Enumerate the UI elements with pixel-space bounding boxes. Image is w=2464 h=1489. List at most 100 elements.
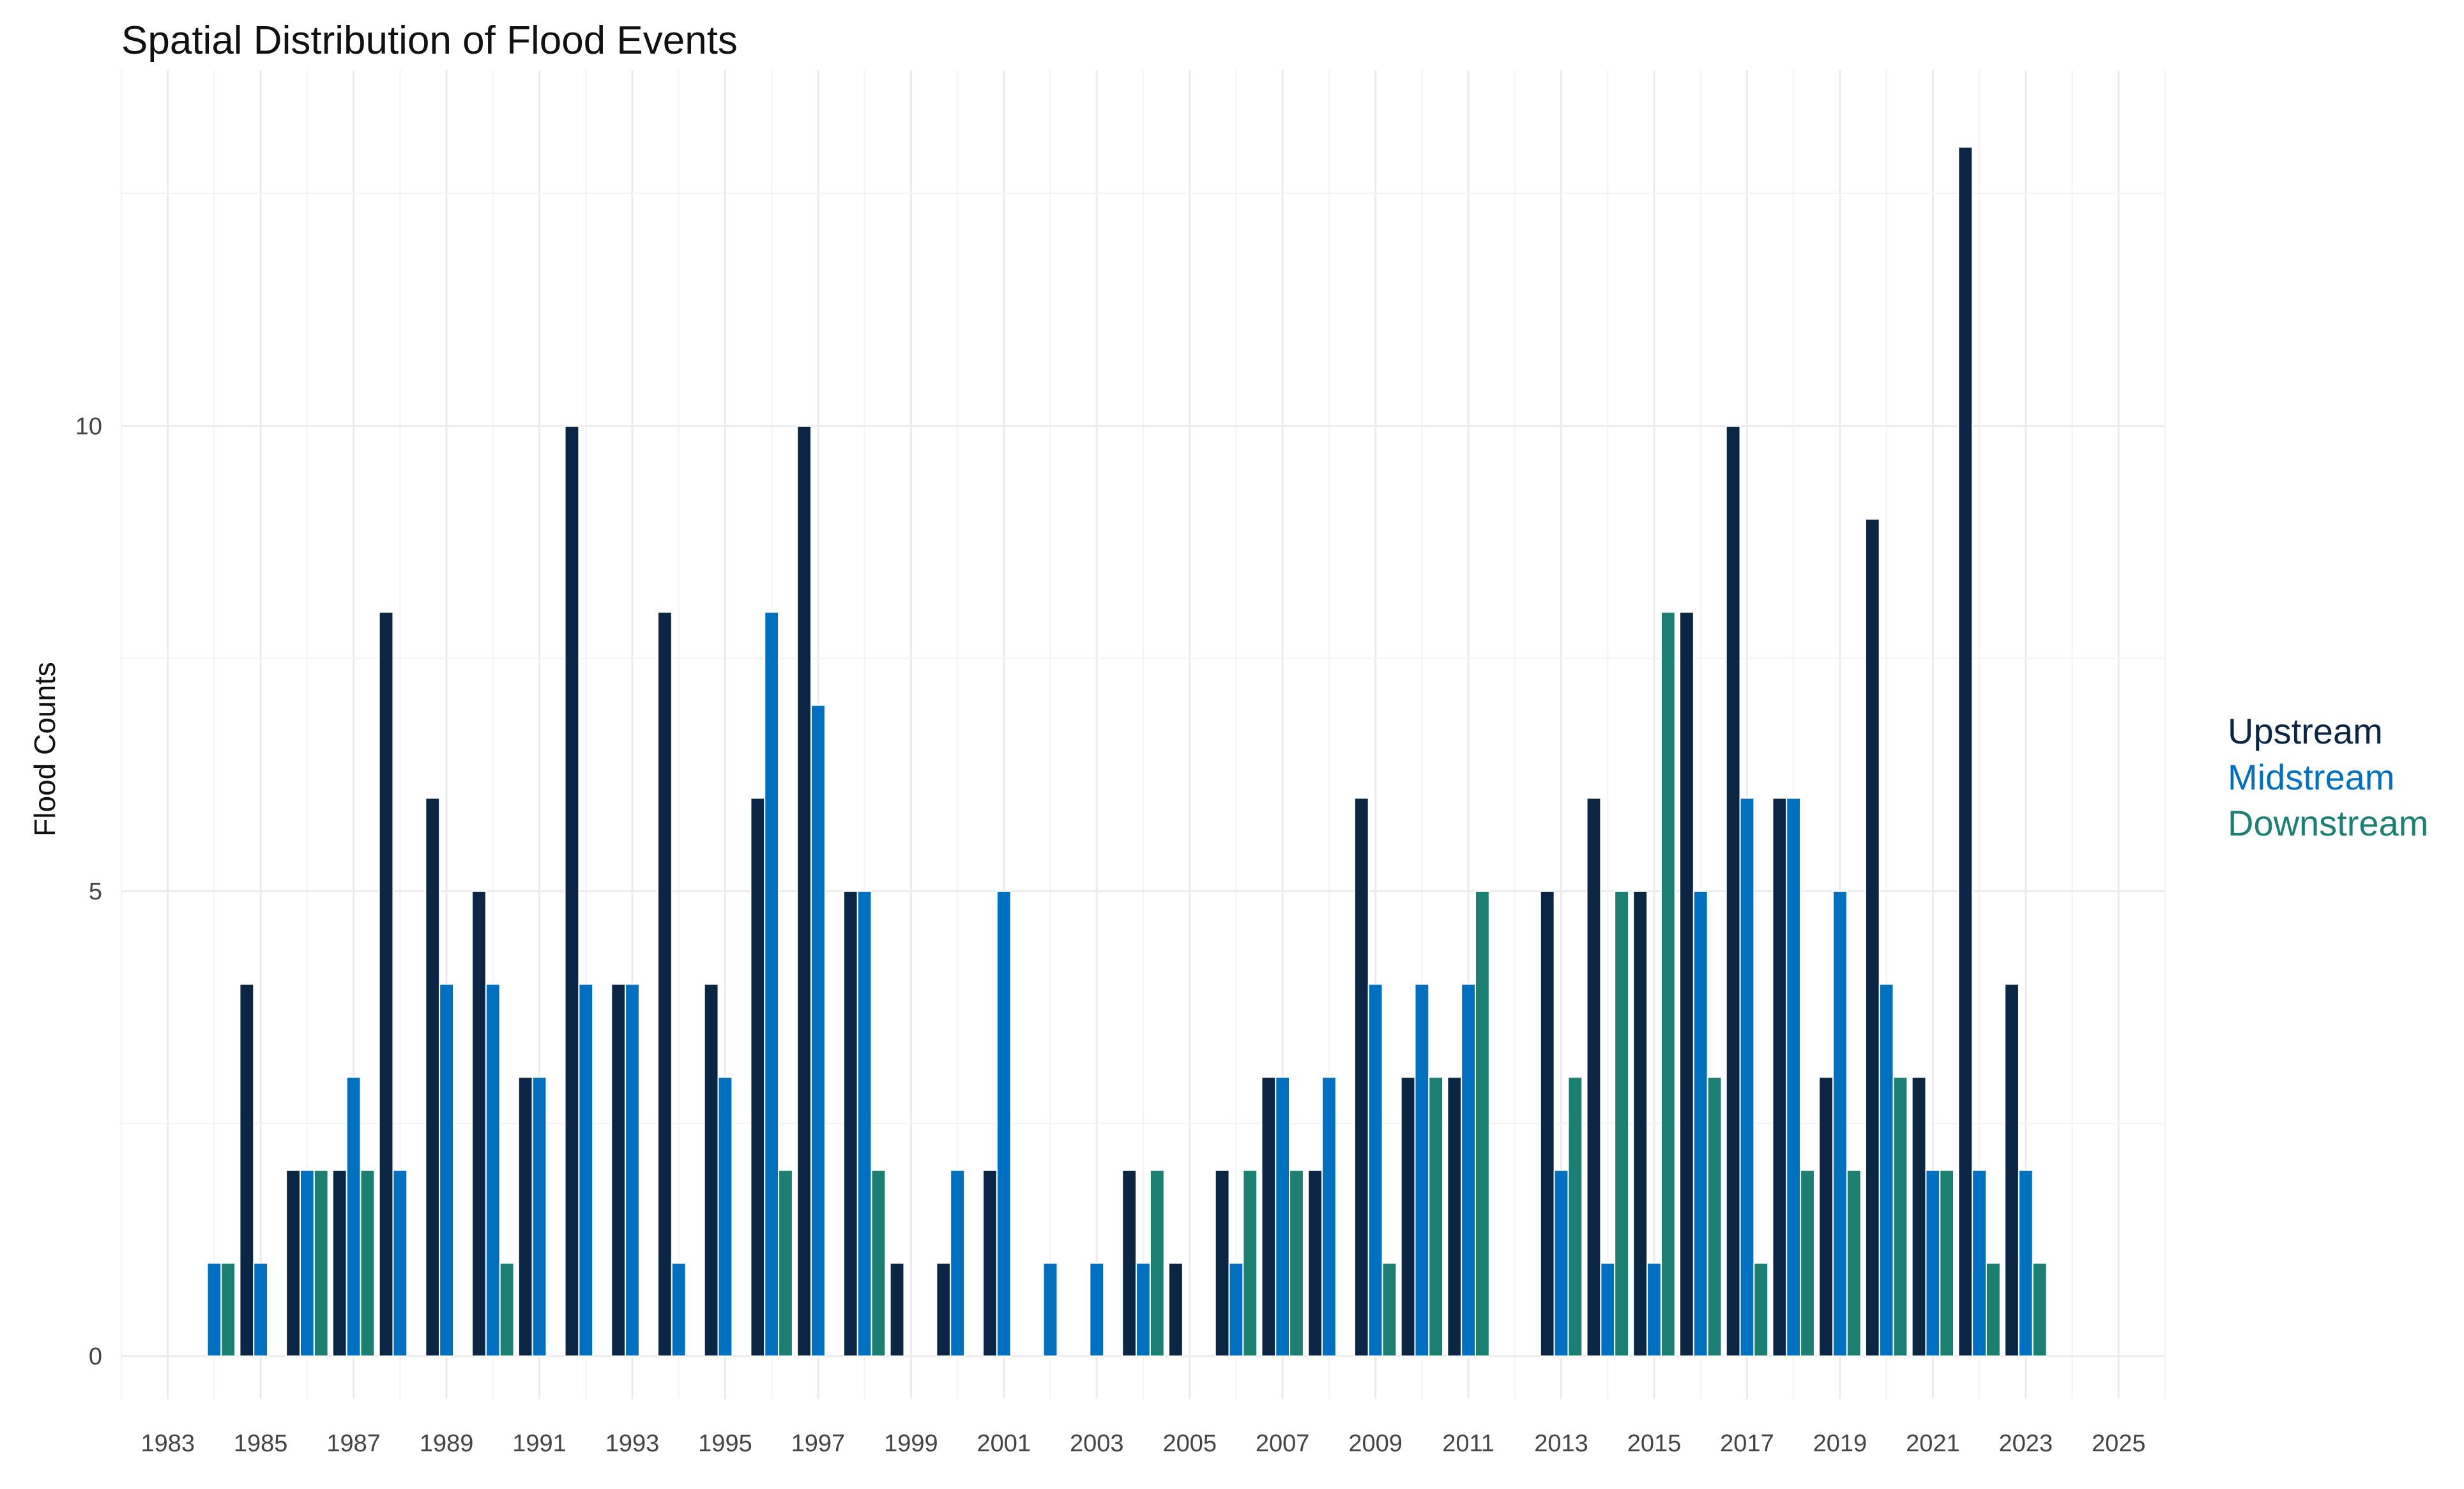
bar-midstream-2006	[1228, 1262, 1244, 1357]
y-tick-label: 10	[75, 413, 102, 440]
y-axis-ticks: 0 5 10	[75, 413, 102, 1370]
bar-upstream-2013	[1539, 890, 1555, 1357]
bar-upstream-2020	[1864, 518, 1880, 1357]
y-tick-label: 5	[89, 878, 102, 905]
x-tick-label: 2001	[977, 1430, 1031, 1457]
bar-midstream-2010	[1414, 983, 1430, 1357]
bar-downstream-2016	[1707, 1076, 1723, 1357]
bar-downstream-2007	[1289, 1169, 1304, 1357]
bar-midstream-2014	[1600, 1262, 1616, 1357]
bar-midstream-2022	[1972, 1169, 1988, 1357]
bar-midstream-2020	[1878, 983, 1894, 1357]
bar-upstream-2001	[982, 1169, 998, 1357]
x-tick-label: 2017	[1720, 1430, 1774, 1457]
bar-upstream-2005	[1168, 1262, 1183, 1357]
x-axis-ticks: 1983 1985 1987 1989 1991 1993 1995 1997 1999 2001…	[141, 1430, 2145, 1457]
bar-upstream-1999	[889, 1262, 905, 1357]
bar-upstream-1992	[564, 425, 580, 1357]
x-tick-label: 2025	[2092, 1430, 2146, 1457]
bar-upstream-1987	[331, 1169, 347, 1357]
bar-midstream-2008	[1321, 1076, 1337, 1357]
bar-upstream-1985	[239, 983, 255, 1357]
x-tick-label: 1997	[791, 1430, 846, 1457]
bar-midstream-2000	[950, 1169, 965, 1357]
bar-upstream-2007	[1261, 1076, 1277, 1357]
bar-upstream-1991	[517, 1076, 533, 1357]
bar-downstream-2021	[1939, 1169, 1955, 1357]
bar-midstream-1998	[856, 890, 872, 1357]
bar-midstream-2021	[1925, 1169, 1941, 1357]
bar-midstream-2003	[1089, 1262, 1105, 1357]
x-tick-label: 2019	[1813, 1430, 1867, 1457]
bar-upstream-2004	[1122, 1169, 1137, 1357]
bar-midstream-2011	[1461, 983, 1477, 1357]
bar-midstream-1992	[578, 983, 594, 1357]
bar-downstream-2015	[1660, 611, 1676, 1357]
bar-midstream-2016	[1692, 890, 1708, 1357]
bar-midstream-2018	[1786, 797, 1802, 1357]
bar-upstream-2016	[1679, 611, 1694, 1357]
legend-upstream: Upstream	[2228, 711, 2383, 751]
bar-midstream-1988	[392, 1169, 408, 1357]
bar-upstream-2011	[1447, 1076, 1463, 1357]
x-tick-label: 1985	[234, 1430, 288, 1457]
bar-downstream-2004	[1149, 1169, 1165, 1357]
bar-upstream-2000	[936, 1262, 952, 1357]
x-tick-label: 2023	[1999, 1430, 2053, 1457]
bar-downstream-2013	[1567, 1076, 1583, 1357]
bar-midstream-1995	[717, 1076, 733, 1357]
bar-downstream-2020	[1892, 1076, 1908, 1357]
x-tick-label: 2015	[1627, 1430, 1682, 1457]
bar-midstream-1994	[671, 1262, 687, 1357]
bar-upstream-2017	[1725, 425, 1741, 1357]
legend: Upstream Midstream Downstream	[2228, 711, 2428, 843]
x-tick-label: 2005	[1162, 1430, 1217, 1457]
bar-midstream-1993	[625, 983, 640, 1357]
bars	[206, 146, 2048, 1357]
x-tick-label: 2021	[1906, 1430, 1960, 1457]
bar-upstream-2019	[1818, 1076, 1834, 1357]
bar-upstream-2006	[1214, 1169, 1230, 1357]
bar-downstream-2018	[1800, 1169, 1815, 1357]
bar-midstream-1989	[439, 983, 455, 1357]
bar-downstream-2006	[1242, 1169, 1258, 1357]
bar-downstream-2019	[1846, 1169, 1862, 1357]
bar-midstream-2023	[2018, 1169, 2034, 1357]
bar-upstream-2022	[1958, 146, 1973, 1357]
bar-midstream-1984	[206, 1262, 222, 1357]
legend-downstream: Downstream	[2228, 803, 2428, 843]
bar-upstream-1996	[750, 797, 766, 1357]
bar-midstream-2017	[1739, 797, 1755, 1357]
bar-upstream-2015	[1632, 890, 1648, 1357]
bar-midstream-2007	[1275, 1076, 1291, 1357]
bar-midstream-1997	[810, 704, 826, 1357]
bar-midstream-2015	[1646, 1262, 1662, 1357]
bar-upstream-2008	[1307, 1169, 1323, 1357]
bar-downstream-2014	[1614, 890, 1630, 1357]
bar-midstream-1996	[764, 611, 780, 1357]
bar-downstream-2017	[1753, 1262, 1769, 1357]
bar-downstream-2009	[1381, 1262, 1397, 1357]
bar-upstream-1997	[796, 425, 812, 1357]
bar-downstream-1987	[360, 1169, 376, 1357]
bar-downstream-1998	[871, 1169, 886, 1357]
bar-midstream-2001	[996, 890, 1012, 1357]
bar-downstream-2011	[1475, 890, 1490, 1357]
bar-midstream-1990	[485, 983, 501, 1357]
x-tick-label: 1991	[512, 1430, 567, 1457]
bar-midstream-1987	[346, 1076, 361, 1357]
x-tick-label: 2011	[1442, 1430, 1494, 1457]
bar-midstream-2013	[1553, 1169, 1569, 1357]
bar-downstream-2022	[1986, 1262, 2001, 1357]
x-tick-label: 2009	[1348, 1430, 1403, 1457]
bar-downstream-1990	[499, 1262, 515, 1357]
bar-downstream-1996	[778, 1169, 793, 1357]
bar-upstream-1986	[285, 1169, 301, 1357]
bar-midstream-2004	[1136, 1262, 1151, 1357]
x-tick-label: 1999	[884, 1430, 938, 1457]
bar-upstream-1995	[703, 983, 719, 1357]
bar-upstream-2014	[1586, 797, 1602, 1357]
x-tick-label: 1993	[605, 1430, 660, 1457]
bar-upstream-1988	[378, 611, 394, 1357]
